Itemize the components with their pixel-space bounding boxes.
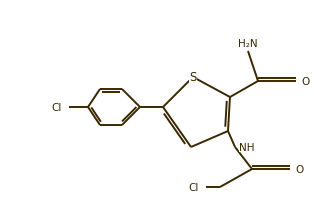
- Text: O: O: [295, 164, 303, 174]
- Text: S: S: [189, 71, 197, 84]
- Text: H₂N: H₂N: [238, 39, 258, 49]
- Text: Cl: Cl: [189, 182, 199, 192]
- Text: Cl: Cl: [51, 102, 62, 112]
- Text: O: O: [301, 77, 309, 87]
- Text: NH: NH: [239, 142, 255, 152]
